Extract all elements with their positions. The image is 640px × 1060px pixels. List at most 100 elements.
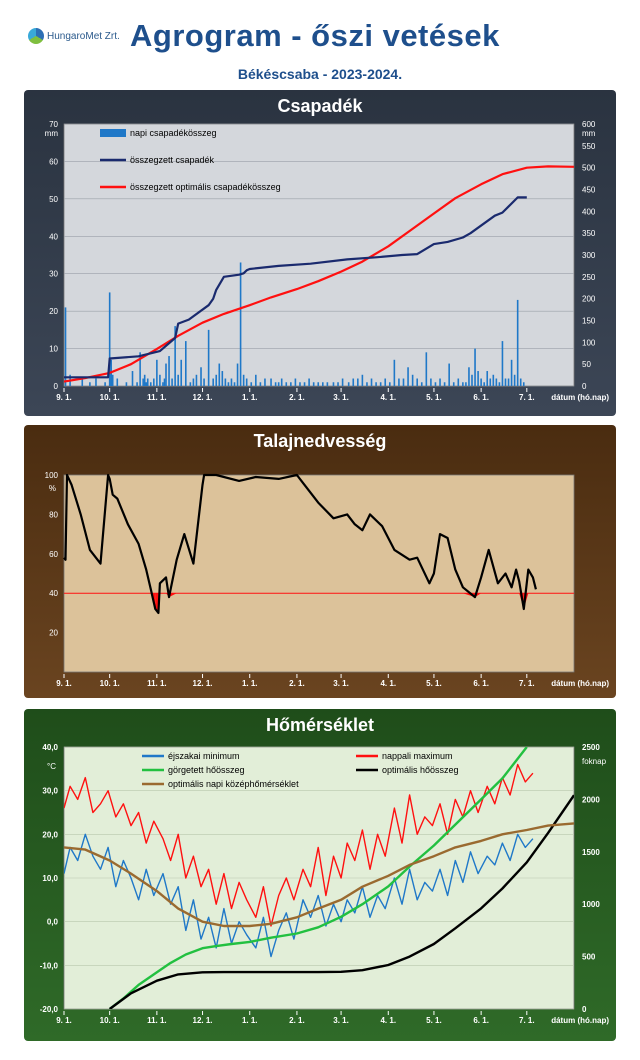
precipitation-daily-bar	[513, 374, 516, 386]
temperature-xtick-label: 3. 1.	[333, 1016, 349, 1025]
precipitation-left-tick-label: 40	[49, 232, 58, 241]
precipitation-daily-bar	[465, 382, 467, 386]
precipitation-daily-bar	[498, 382, 501, 386]
temperature-right-tick-label: 1000	[582, 900, 600, 909]
precipitation-daily-bar	[143, 374, 146, 386]
temperature-xtick-label: 5. 1.	[426, 1016, 442, 1025]
precipitation-daily-bar	[516, 299, 519, 386]
temperature-xaxis-unit: dátum (hó.nap)	[551, 1016, 609, 1025]
precipitation-daily-bar	[379, 382, 382, 386]
precipitation-daily-bar	[504, 378, 507, 386]
soil-xtick-label: 12. 1.	[193, 679, 213, 688]
page-subtitle: Békéscsaba - 2023-2024.	[237, 66, 403, 82]
precipitation-daily-bar	[81, 378, 84, 386]
temperature-left-tick-label: -20,0	[40, 1005, 59, 1014]
precipitation-daily-bar	[308, 378, 310, 386]
soil-tick-label: 40	[49, 589, 58, 598]
temperature-right-tick-label: 2000	[582, 795, 600, 804]
temperature-xtick-label: 6. 1.	[473, 1016, 489, 1025]
temperature-left-tick-label: 20,0	[42, 830, 58, 839]
soil-xaxis-unit: dátum (hó.nap)	[551, 679, 609, 688]
precipitation-daily-bar	[146, 378, 149, 386]
precipitation-daily-bar	[370, 378, 373, 386]
precipitation-right-unit: mm	[582, 129, 596, 138]
soil-unit: %	[49, 484, 56, 493]
precipitation-daily-bar	[207, 329, 210, 386]
precipitation-daily-bar	[89, 382, 91, 386]
precipitation-daily-bar	[153, 378, 155, 386]
precipitation-daily-bar	[64, 307, 67, 386]
precipitation-daily-bar	[398, 378, 400, 386]
precipitation-daily-bar	[236, 363, 239, 386]
precipitation-right-tick-label: 250	[582, 273, 596, 282]
precipitation-legend-label: napi csapadékösszeg	[130, 128, 217, 138]
precipitation-daily-bar	[416, 378, 418, 386]
precipitation-left-tick-label: 50	[49, 195, 58, 204]
precipitation-daily-bar	[402, 378, 405, 386]
precipitation-xtick-label: 1. 1.	[242, 393, 258, 402]
precipitation-left-tick-label: 60	[49, 157, 58, 166]
soil-deficit-fill	[150, 593, 156, 609]
precipitation-plot-area	[63, 123, 575, 387]
temperature-xtick-label: 12. 1.	[193, 1016, 213, 1025]
precipitation-daily-bar	[486, 371, 489, 386]
precipitation-daily-bar	[280, 378, 283, 386]
soil-xtick-label: 11. 1.	[147, 679, 167, 688]
precipitation-xtick-label: 12. 1.	[193, 393, 213, 402]
precipitation-daily-bar	[139, 352, 141, 386]
precipitation-daily-bar	[195, 374, 198, 386]
soil-xtick-label: 7. 1.	[519, 679, 535, 688]
precipitation-daily-bar	[452, 382, 455, 386]
precipitation-right-tick-label: 150	[582, 317, 596, 326]
precipitation-daily-bar	[507, 378, 510, 386]
precipitation-xtick-label: 5. 1.	[426, 393, 442, 402]
precipitation-daily-bar	[239, 262, 242, 386]
precipitation-daily-bar	[221, 371, 224, 386]
precipitation-xtick-label: 10. 1.	[100, 393, 120, 402]
precipitation-daily-bar	[215, 374, 218, 386]
precipitation-left-tick-label: 20	[49, 307, 58, 316]
precipitation-legend-label: összegzett optimális csapadékösszeg	[130, 182, 281, 192]
precipitation-daily-bar	[111, 374, 114, 386]
precipitation-daily-bar	[430, 378, 432, 386]
precipitation-daily-bar	[212, 378, 214, 386]
precipitation-daily-bar	[361, 374, 364, 386]
precipitation-xtick-label: 6. 1.	[473, 393, 489, 402]
temperature-left-tick-label: 30,0	[42, 787, 58, 796]
precipitation-daily-bar	[411, 374, 414, 386]
precipitation-daily-bar	[184, 341, 187, 386]
precipitation-daily-bar	[480, 378, 482, 386]
rolling-heat-sum-line	[108, 747, 528, 1009]
precipitation-daily-bar	[245, 378, 248, 386]
precipitation-daily-bar	[230, 378, 233, 386]
precipitation-right-tick-label: 500	[582, 164, 596, 173]
precipitation-right-tick-label: 200	[582, 295, 596, 304]
precipitation-legend-swatch	[100, 129, 126, 137]
soil-xtick-label: 1. 1.	[242, 679, 258, 688]
temperature-xtick-label: 9. 1.	[56, 1016, 72, 1025]
precipitation-daily-bar	[168, 356, 170, 386]
precipitation-left-tick-label: 0	[54, 382, 59, 391]
precipitation-daily-bar	[277, 382, 280, 386]
precipitation-xtick-label: 7. 1.	[519, 393, 535, 402]
precipitation-daily-bar	[174, 326, 176, 386]
precipitation-daily-bar	[125, 382, 128, 386]
precipitation-daily-bar	[203, 378, 205, 386]
precipitation-daily-bar	[180, 359, 183, 386]
precipitation-daily-bar	[264, 378, 266, 386]
temperature-left-tick-label: 0,0	[47, 918, 59, 927]
soil-tick-label: 20	[49, 629, 58, 638]
soil-tick-label: 100	[45, 471, 59, 480]
precipitation-daily-bar	[347, 382, 350, 386]
precipitation-daily-bar	[492, 374, 495, 386]
optimal-mean-temp-line	[64, 822, 574, 928]
soil-xtick-label: 6. 1.	[473, 679, 489, 688]
precipitation-daily-bar	[162, 382, 164, 386]
precipitation-right-tick-label: 450	[582, 186, 596, 195]
temperature-legend-label: éjszakai minimum	[168, 751, 240, 761]
temperature-left-unit: °C	[47, 762, 56, 771]
temperature-xtick-label: 7. 1.	[519, 1016, 535, 1025]
precipitation-xaxis-unit: dátum (hó.nap)	[551, 393, 609, 402]
temperature-xtick-label: 4. 1.	[380, 1016, 396, 1025]
precipitation-daily-bar	[332, 382, 335, 386]
